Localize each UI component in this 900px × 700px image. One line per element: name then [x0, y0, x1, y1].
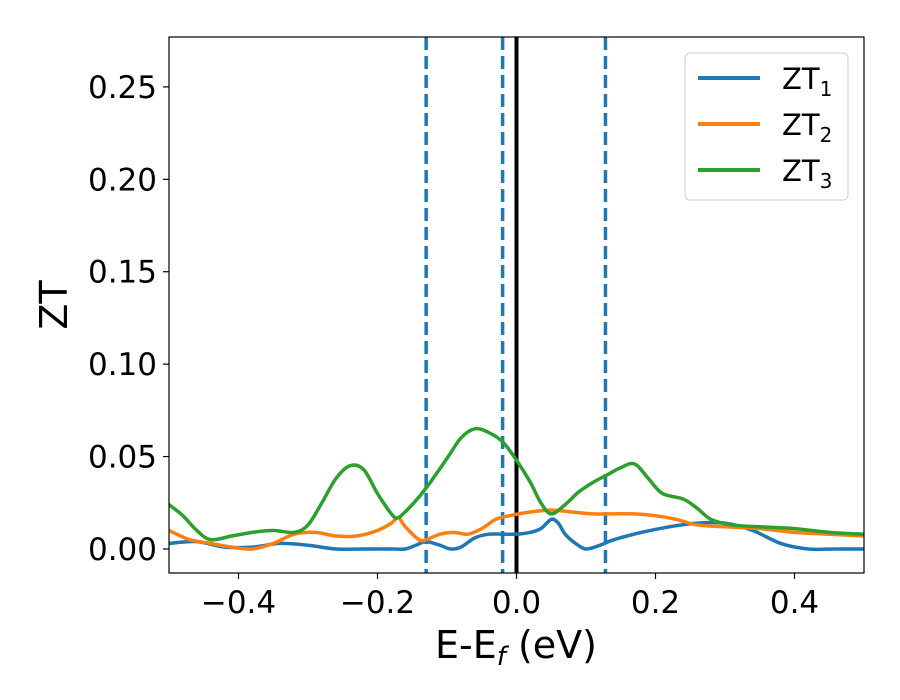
legend-label-zt1: ZT1 [782, 62, 832, 101]
y-tick-label: 0.10 [88, 347, 157, 383]
y-tick-label: 0.15 [88, 255, 157, 291]
series-line-zt1 [169, 517, 864, 552]
y-axis: 0.00 0.05 0.10 0.15 0.20 0.25 [88, 70, 169, 568]
x-tick-label: −0.2 [340, 585, 415, 621]
x-tick-label: 0.0 [492, 585, 541, 621]
series-line-zt3 [169, 426, 864, 542]
x-axis: −0.4 −0.2 0.0 0.2 0.4 [201, 573, 819, 621]
reference-lines [424, 37, 608, 573]
x-axis-label: E-Ef (eV) [435, 623, 597, 672]
legend: ZT1 ZT2 ZT3 [684, 52, 849, 201]
series-line-zt2 [169, 508, 864, 551]
x-tick-label: 0.4 [770, 585, 819, 621]
x-tick-label: −0.4 [201, 585, 276, 621]
y-tick-label: 0.00 [88, 532, 157, 568]
legend-box [684, 52, 849, 201]
series-layer [169, 426, 864, 552]
y-tick-label: 0.05 [88, 440, 157, 476]
x-axis-label-unit: (eV) [518, 623, 597, 667]
legend-label-zt2: ZT2 [782, 108, 832, 147]
x-axis-label-unit-prefix [506, 623, 518, 667]
y-tick-label: 0.25 [88, 70, 157, 106]
legend-label-zt3: ZT3 [782, 154, 832, 193]
y-axis-label: ZT [32, 280, 76, 330]
x-tick-label: 0.2 [631, 585, 680, 621]
y-tick-label: 0.20 [88, 162, 157, 198]
